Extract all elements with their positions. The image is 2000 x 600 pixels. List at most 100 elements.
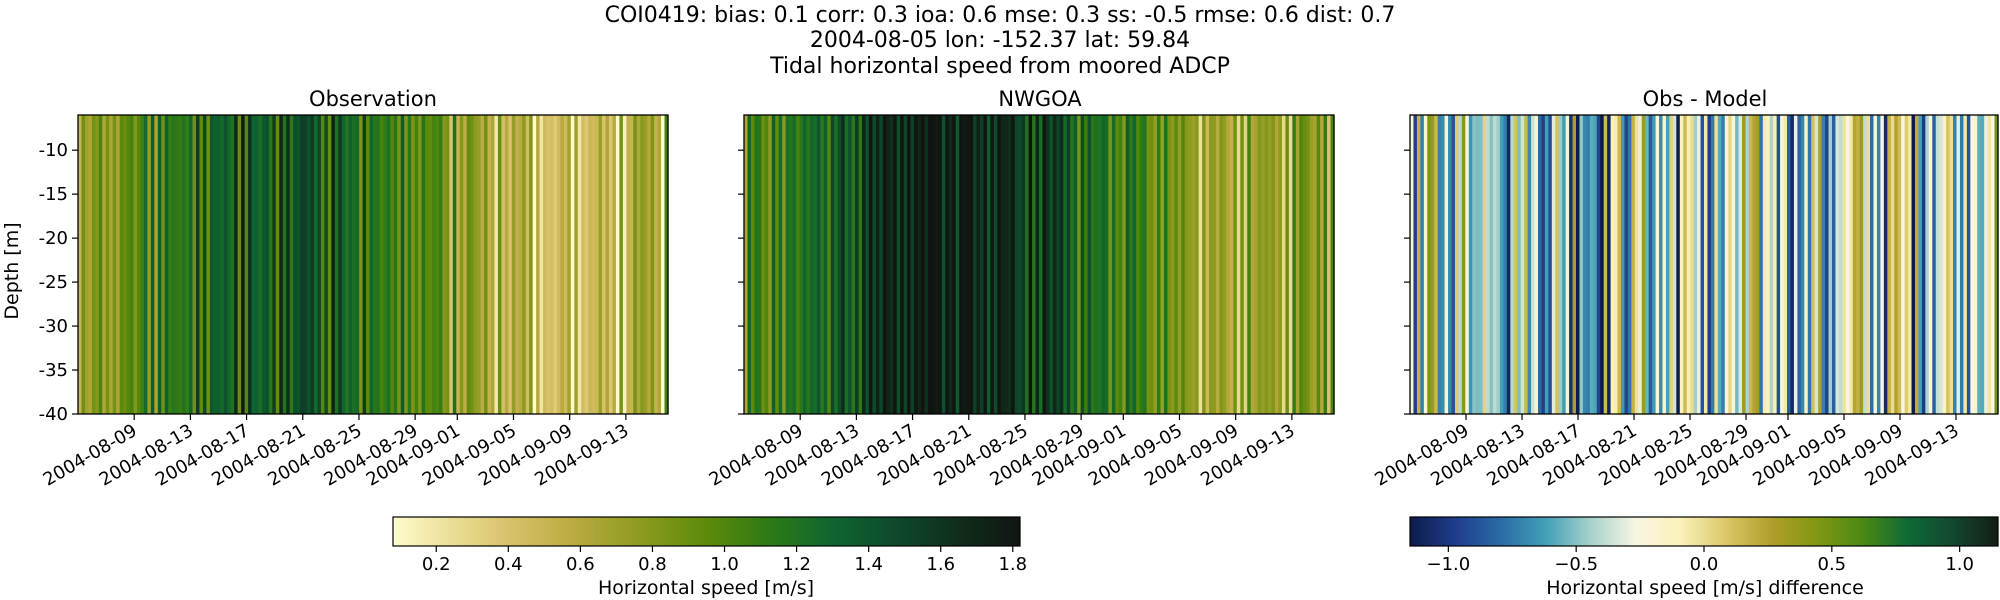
heatmap-stripe bbox=[1139, 115, 1144, 414]
heatmap-stripe bbox=[1755, 115, 1760, 414]
heatmap-stripe bbox=[1562, 115, 1567, 414]
heatmap-stripe bbox=[279, 115, 284, 414]
heatmap-stripe bbox=[1496, 115, 1501, 414]
colorbar-tick-label: 0.2 bbox=[422, 554, 451, 575]
heatmap-stripe bbox=[355, 115, 360, 414]
heatmap-stripe bbox=[848, 115, 853, 414]
heatmap-stripe bbox=[1014, 115, 1019, 414]
heatmap-stripe bbox=[1160, 115, 1165, 414]
heatmap-stripe bbox=[102, 115, 107, 414]
heatmap-stripe bbox=[1163, 115, 1169, 414]
heatmap-stripe bbox=[320, 115, 326, 414]
heatmap-stripe bbox=[744, 115, 749, 414]
heatmap-stripe bbox=[1742, 115, 1747, 414]
heatmap-stripe bbox=[816, 115, 821, 414]
heatmap-stripe bbox=[952, 115, 957, 414]
heatmap-stripe bbox=[268, 115, 273, 414]
heatmap-stripe bbox=[182, 115, 187, 414]
heatmap-stripe bbox=[619, 115, 624, 414]
heatmap-stripe bbox=[466, 115, 471, 414]
heatmap-stripe bbox=[241, 115, 246, 414]
heatmap-stripe bbox=[518, 115, 523, 414]
heatmap-stripe bbox=[858, 115, 863, 414]
heatmap-stripe bbox=[91, 115, 96, 414]
heatmap-stripe bbox=[1098, 115, 1103, 414]
heatmap-stripe bbox=[286, 115, 291, 414]
heatmap-stripe bbox=[1004, 115, 1009, 414]
heatmap-stripe bbox=[463, 115, 468, 414]
heatmap-stripe bbox=[1513, 115, 1518, 414]
heatmap-stripe bbox=[1582, 115, 1587, 414]
heatmap-stripe bbox=[341, 115, 346, 414]
heatmap-stripe bbox=[227, 115, 232, 414]
figure-title-line3: Tidal horizontal speed from moored ADCP bbox=[769, 54, 1230, 79]
heatmap-stripe bbox=[1423, 115, 1428, 414]
heatmap-stripe bbox=[1697, 115, 1702, 414]
heatmap-stripe bbox=[1285, 115, 1290, 414]
heatmap-stripe bbox=[1620, 115, 1626, 414]
heatmap-stripe bbox=[1035, 115, 1040, 414]
heatmap-stripe bbox=[1579, 115, 1584, 414]
heatmap-stripe bbox=[1918, 115, 1923, 414]
heatmap-stripe bbox=[1448, 115, 1453, 414]
heatmap-stripe bbox=[1883, 115, 1888, 414]
y-tick-label: -10 bbox=[39, 140, 68, 161]
heatmap-stripe bbox=[1132, 115, 1137, 414]
heatmap-stripe bbox=[1797, 115, 1802, 414]
heatmap-stripe bbox=[1586, 115, 1591, 414]
heatmap-stripe bbox=[556, 115, 562, 414]
heatmap-stripe bbox=[1115, 115, 1120, 414]
heatmap-stripe bbox=[1229, 115, 1234, 414]
heatmap-stripe bbox=[1863, 115, 1868, 414]
heatmap-stripe bbox=[109, 115, 114, 414]
heatmap-stripe bbox=[785, 115, 790, 414]
heatmap-stripe bbox=[307, 115, 312, 414]
heatmap-stripe bbox=[1897, 115, 1902, 414]
heatmap-stripe bbox=[272, 115, 277, 414]
heatmap-stripe bbox=[1925, 115, 1930, 414]
heatmap-stripe bbox=[896, 115, 901, 414]
heatmap-stripe bbox=[525, 115, 530, 414]
heatmap-stripe bbox=[754, 115, 759, 414]
heatmap-stripe bbox=[449, 115, 454, 414]
heatmap-stripe bbox=[882, 115, 887, 414]
heatmap-stripe bbox=[317, 115, 322, 414]
heatmap-stripe bbox=[140, 115, 145, 414]
heatmap-stripe bbox=[560, 115, 565, 414]
colorbar-tick-label: 0.6 bbox=[566, 554, 595, 575]
heatmap-stripe bbox=[178, 115, 183, 414]
heatmap-stripe bbox=[1510, 115, 1515, 414]
heatmap-stripe bbox=[1146, 115, 1151, 414]
heatmap-stripe bbox=[445, 115, 450, 414]
heatmap-stripe bbox=[1731, 115, 1736, 414]
heatmap-stripe bbox=[484, 115, 489, 414]
heatmap-stripe bbox=[206, 115, 211, 414]
heatmap-stripe bbox=[1631, 115, 1636, 414]
heatmap-stripe bbox=[1454, 115, 1460, 414]
heatmap-stripe bbox=[764, 115, 769, 414]
heatmap-stripe bbox=[1222, 115, 1228, 414]
heatmap-stripe bbox=[369, 115, 374, 414]
heatmap-stripe bbox=[1901, 115, 1906, 414]
heatmap-stripe bbox=[1188, 115, 1193, 414]
heatmap-stripe bbox=[192, 115, 197, 414]
heatmap-stripe bbox=[1645, 115, 1650, 414]
heatmap-stripe bbox=[1610, 115, 1615, 414]
heatmap-stripe bbox=[1793, 115, 1798, 414]
heatmap-stripe bbox=[1939, 115, 1944, 414]
heatmap-stripe bbox=[1652, 115, 1657, 414]
heatmap-stripe bbox=[1302, 115, 1307, 414]
heatmap-stripe bbox=[927, 115, 933, 414]
heatmap-stripe bbox=[265, 115, 270, 414]
heatmap-stripe bbox=[615, 115, 621, 414]
heatmap-stripe bbox=[553, 115, 558, 414]
heatmap-stripe bbox=[491, 115, 496, 414]
heatmap-stripe bbox=[1589, 115, 1594, 414]
heatmap-stripe bbox=[324, 115, 329, 414]
heatmap-stripe bbox=[237, 115, 242, 414]
heatmap-stripe bbox=[1070, 115, 1075, 414]
heatmap-stripe bbox=[1243, 115, 1248, 414]
colorbar-tick-label: 1.6 bbox=[926, 554, 955, 575]
heatmap-stripe bbox=[459, 115, 464, 414]
